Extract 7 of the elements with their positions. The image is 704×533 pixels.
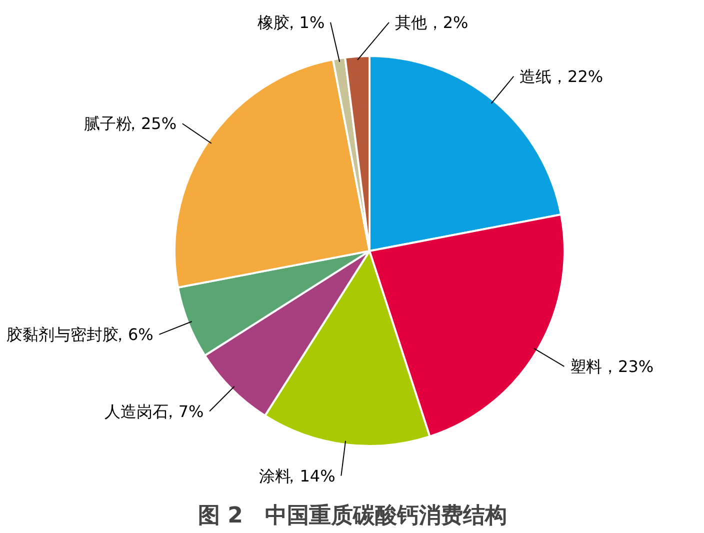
data-label: ，22% — [552, 66, 604, 86]
slice-label: 塑料 — [570, 356, 602, 376]
slice-label: 其他 — [394, 12, 427, 32]
data-label: ，2% — [426, 12, 468, 32]
text: 图 2 中国重质碳酸钙消费结构 — [198, 504, 507, 528]
data-label: ，23% — [602, 356, 654, 376]
slice-label: 造纸 — [520, 66, 552, 86]
